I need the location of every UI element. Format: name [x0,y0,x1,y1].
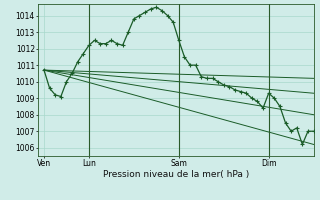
X-axis label: Pression niveau de la mer( hPa ): Pression niveau de la mer( hPa ) [103,170,249,179]
